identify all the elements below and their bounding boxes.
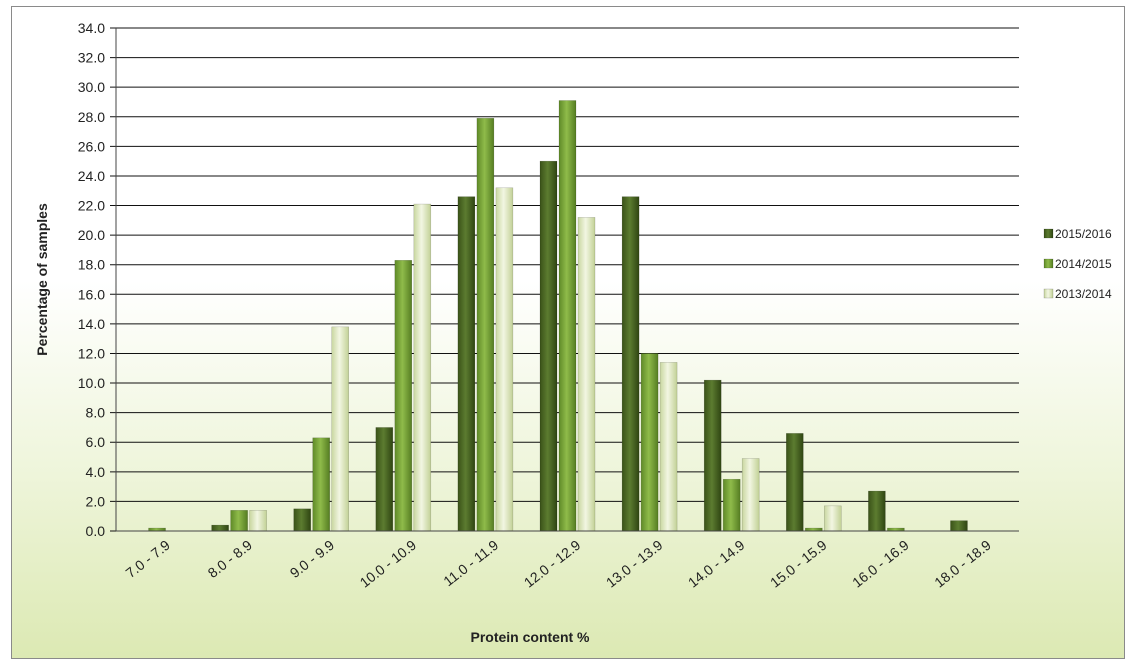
bar-2015-2016-8 xyxy=(786,433,804,532)
bar-2013-2014-2 xyxy=(331,326,349,532)
bar-2013-2014-3 xyxy=(413,203,432,532)
bar-2015-2016-1 xyxy=(211,524,229,532)
legend: 2015/2016 2014/2015 2013/2014 xyxy=(1043,227,1112,301)
legend-swatch xyxy=(1043,258,1054,269)
bar-2015-2016-2 xyxy=(293,508,311,532)
y-tick-label: 30.0 xyxy=(78,79,105,95)
legend-label: 2013/2014 xyxy=(1055,287,1112,301)
bar-2013-2014-1 xyxy=(249,510,267,532)
bar-2013-2014-8 xyxy=(824,505,842,532)
y-tick-label: 32.0 xyxy=(78,50,105,66)
y-tick-label: 8.0 xyxy=(86,405,106,421)
y-axis-ticks: 0.0 2.0 4.0 6.0 8.0 10.0 12.0 14.0 16.0 18.0 20.0 2… xyxy=(78,20,105,539)
bar-2014-2015-4 xyxy=(476,117,495,532)
y-tick-label: 12.0 xyxy=(78,345,105,361)
y-tick-label: 24.0 xyxy=(78,168,105,184)
bar-2013-2014-4 xyxy=(495,187,514,532)
legend-swatch xyxy=(1043,288,1054,299)
x-tick-label: 7.0 - 7.9 xyxy=(123,537,173,581)
x-tick-label: 15.0 - 15.9 xyxy=(767,537,830,591)
y-tick-label: 34.0 xyxy=(78,20,105,36)
x-tick-label: 8.0 - 8.9 xyxy=(205,537,255,581)
bar-2015-2016-10 xyxy=(950,520,968,532)
chart-frame: 0.0 2.0 4.0 6.0 8.0 10.0 12.0 14.0 16.0 18.0 20.0 2… xyxy=(11,6,1125,659)
x-tick-label: 12.0 - 12.9 xyxy=(521,537,584,591)
y-tick-label: 6.0 xyxy=(86,434,106,450)
bar-2013-2014-7 xyxy=(741,458,760,532)
x-tick-label: 9.0 - 9.9 xyxy=(287,537,337,581)
bar-chart: 0.0 2.0 4.0 6.0 8.0 10.0 12.0 14.0 16.0 18.0 20.0 2… xyxy=(34,20,1112,645)
x-tick-label: 18.0 - 18.9 xyxy=(931,537,994,591)
legend-swatch xyxy=(1043,228,1054,239)
x-tick-label: 10.0 - 10.9 xyxy=(357,537,420,591)
bar-2015-2016-3 xyxy=(375,427,394,532)
bar-2015-2016-6 xyxy=(621,196,640,532)
bar-2015-2016-4 xyxy=(457,196,476,532)
bar-2013-2014-5 xyxy=(577,217,596,532)
bar-2013-2014-6 xyxy=(659,362,678,532)
x-tick-label: 13.0 - 13.9 xyxy=(603,537,666,591)
y-tick-label: 14.0 xyxy=(78,316,105,332)
x-axis-ticks: 7.0 - 7.9 8.0 - 8.9 9.0 - 9.9 10.0 - 10.9 11… xyxy=(123,537,994,591)
bar-2014-2015-7 xyxy=(722,478,741,532)
y-tick-label: 10.0 xyxy=(78,375,105,391)
bar-2014-2015-2 xyxy=(312,437,330,532)
x-tick-label: 11.0 - 11.9 xyxy=(440,537,501,590)
y-tick-label: 16.0 xyxy=(78,286,105,302)
bar-2014-2015-3 xyxy=(394,260,413,532)
y-tick-label: 28.0 xyxy=(78,109,105,125)
y-tick-label: 4.0 xyxy=(86,464,106,480)
bar-2014-2015-1 xyxy=(230,510,248,532)
y-tick-label: 22.0 xyxy=(78,198,105,214)
legend-label: 2015/2016 xyxy=(1055,227,1112,241)
y-tick-label: 0.0 xyxy=(86,523,106,539)
y-tick-label: 18.0 xyxy=(78,257,105,273)
y-axis-title: Percentage of samples xyxy=(34,203,50,356)
bar-2015-2016-9 xyxy=(868,490,886,532)
bar-2014-2015-5 xyxy=(558,100,577,532)
y-tick-label: 2.0 xyxy=(86,493,106,509)
y-tick-label: 26.0 xyxy=(78,138,105,154)
bar-2014-2015-6 xyxy=(640,353,659,532)
bars xyxy=(148,100,968,532)
y-tick-label: 20.0 xyxy=(78,227,105,243)
bar-2015-2016-7 xyxy=(703,379,722,532)
x-axis-title: Protein content % xyxy=(470,629,590,645)
bar-2015-2016-5 xyxy=(539,160,558,532)
x-tick-label: 16.0 - 16.9 xyxy=(849,537,912,591)
legend-label: 2014/2015 xyxy=(1055,257,1112,271)
x-tick-label: 14.0 - 14.9 xyxy=(685,537,748,591)
